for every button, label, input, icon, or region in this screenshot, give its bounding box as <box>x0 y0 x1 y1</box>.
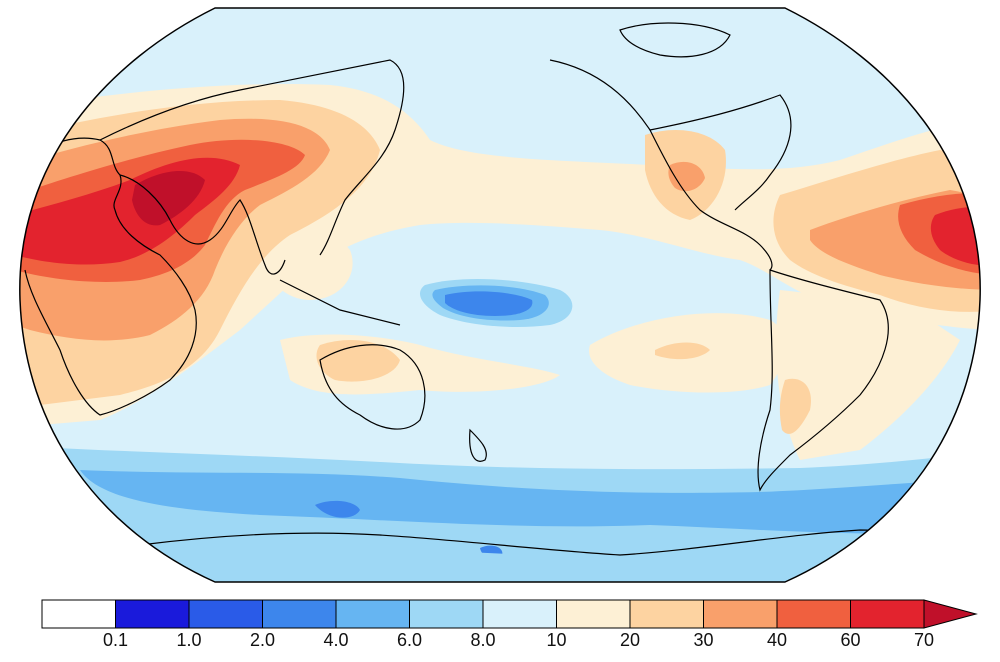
coast-antarctica <box>139 529 951 556</box>
colorbar-box <box>703 599 778 629</box>
colorbar-svg <box>41 599 978 629</box>
coast-australia <box>319 344 426 430</box>
coast-greenland <box>619 22 731 58</box>
field-atlantic-red <box>930 206 981 266</box>
colorbar-tick-label: 10 <box>546 630 567 650</box>
map-canvas <box>19 7 981 583</box>
colorbar-box <box>335 599 410 629</box>
field-samerica-cream <box>776 290 960 460</box>
colorbar-tick-label: 1.0 <box>176 630 202 650</box>
field-pacific-blue <box>445 291 533 316</box>
colorbar-tick-label: 70 <box>913 630 935 650</box>
coast-asia <box>99 59 405 256</box>
world-map <box>19 7 981 583</box>
field-southern-midblue <box>80 470 981 534</box>
colorbar-tick-label: 30 <box>693 630 714 650</box>
colorbar-tick-label: 6.0 <box>396 630 423 650</box>
coast-arabia-india <box>119 174 286 275</box>
colorbar-box <box>115 599 190 629</box>
colorbar-boxes <box>41 599 978 629</box>
colorbar-tick-label: 20 <box>619 630 641 650</box>
colorbar-box <box>482 599 557 629</box>
coast-north-america <box>549 59 792 271</box>
colorbar-box <box>41 599 116 629</box>
colorbar-box <box>776 599 851 629</box>
colorbar-tick-label: 8.0 <box>470 630 496 650</box>
field-sepacific-peach <box>655 342 710 360</box>
field-namerica-orange <box>668 161 705 192</box>
colorbar-box <box>188 599 263 629</box>
coast-south-america <box>757 269 889 492</box>
coast-newzealand <box>469 428 487 462</box>
colorbar <box>0 590 1000 662</box>
field-aus-peach <box>316 340 400 382</box>
colorbar-arrow <box>923 599 978 629</box>
coast-europe-africa <box>24 137 197 416</box>
colorbar-tick-label: 60 <box>840 630 861 650</box>
colorbar-box <box>556 599 631 629</box>
globe-outline <box>19 7 981 583</box>
field-samerica-peach <box>779 378 811 434</box>
colorbar-box <box>262 599 337 629</box>
colorbar-box <box>850 599 925 629</box>
field-layer <box>19 8 981 582</box>
field-arabia-darkred <box>132 170 205 226</box>
field-southern-blue <box>315 500 360 518</box>
coastlines <box>24 22 951 556</box>
colorbar-tick-label: 40 <box>766 630 788 650</box>
coast-indonesia <box>279 279 401 326</box>
field-antarctic-band <box>19 540 981 582</box>
colorbar-tick-label: 4.0 <box>323 630 349 650</box>
colorbar-box <box>629 599 704 629</box>
colorbar-tick-label: 0.1 <box>102 630 129 650</box>
colorbar-box <box>409 599 484 629</box>
colorbar-tick-label: 2.0 <box>249 630 276 650</box>
